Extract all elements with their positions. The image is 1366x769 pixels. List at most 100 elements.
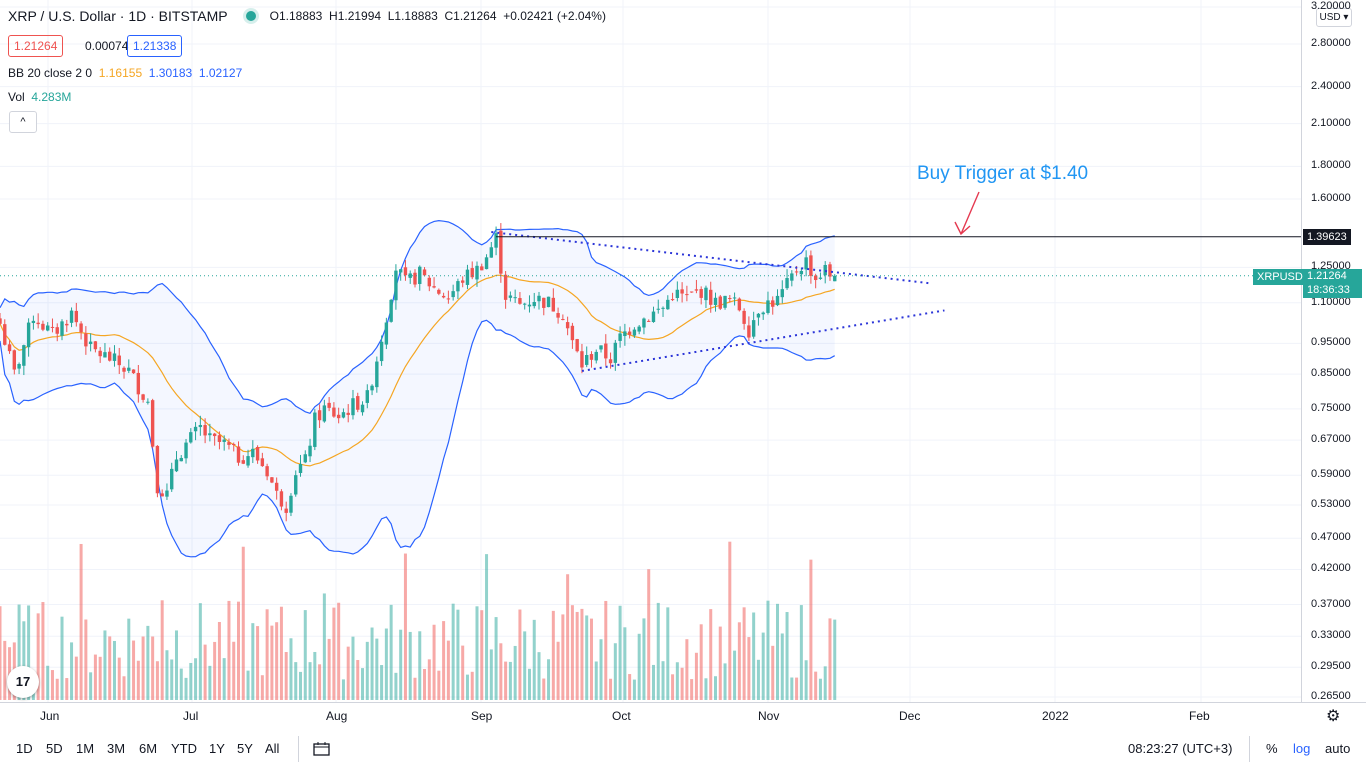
volume-bar: [432, 624, 436, 700]
volume-bar: [804, 660, 808, 700]
volume-bar: [289, 638, 293, 700]
candle-body: [656, 308, 660, 310]
volume-bar: [50, 670, 54, 700]
date-range-icon[interactable]: [313, 741, 331, 760]
candle-body: [432, 286, 436, 288]
candle-body: [546, 296, 551, 308]
candle-body: [680, 289, 684, 294]
candle-body: [451, 291, 455, 298]
bollinger-mid-value: 1.16155: [98, 66, 143, 80]
candle-body: [585, 355, 589, 365]
candle-body: [146, 401, 150, 403]
symbol-tag: XRPUSD: [1253, 269, 1307, 285]
time-label-oct: Oct: [612, 709, 631, 723]
volume-bar: [637, 633, 641, 700]
candle-body: [427, 277, 431, 287]
candle-body: [7, 344, 12, 352]
candle-body: [503, 274, 508, 300]
candle-body: [131, 369, 136, 374]
chart-header: XRP / U.S. Dollar · 1D · BITSTAMP O1.188…: [8, 8, 606, 24]
candle-body: [360, 404, 365, 413]
candle-body: [98, 350, 102, 357]
bollinger-upper-value: 1.30183: [148, 66, 193, 80]
volume-bar: [408, 631, 412, 700]
volume-bar: [709, 609, 713, 700]
candle-body: [799, 270, 804, 275]
candle-body: [666, 299, 670, 310]
candle-body: [532, 301, 536, 307]
volume-bar: [399, 629, 403, 700]
volume-bar: [284, 652, 288, 700]
candle-body: [279, 491, 284, 507]
tradingview-logo[interactable]: 17: [7, 666, 39, 698]
currency-selector[interactable]: USD ▾: [1316, 8, 1352, 27]
volume-bar: [675, 662, 679, 700]
volume-bar: [361, 668, 365, 700]
volume-bar: [733, 650, 737, 700]
candle-body: [189, 432, 193, 443]
candle-body: [36, 322, 40, 325]
volume-bar: [756, 659, 760, 700]
volume-bar: [456, 609, 460, 700]
triangle-upper-trendline: [491, 231, 931, 285]
candle-body: [22, 345, 26, 366]
candle-body: [809, 255, 813, 276]
sell-price-button[interactable]: 1.21264: [8, 35, 64, 57]
candle-body: [84, 333, 88, 347]
volume-bar: [609, 678, 613, 700]
buy-price-button[interactable]: 1.21338: [127, 35, 183, 57]
candle-body: [217, 435, 222, 442]
volume-bar: [508, 661, 512, 700]
candle-body: [270, 477, 274, 483]
candle-body: [818, 277, 823, 279]
candle-body: [489, 247, 494, 258]
auto-scale-button[interactable]: auto: [1325, 741, 1351, 756]
symbol-title[interactable]: XRP / U.S. Dollar · 1D · BITSTAMP: [8, 8, 228, 24]
ohlc-values: O1.18883 H1.21994 L1.18883 C1.21264 +0.0…: [270, 9, 606, 23]
candle-body: [203, 425, 207, 436]
range-5y-button[interactable]: 5Y: [237, 741, 253, 756]
volume-bar: [642, 618, 646, 700]
candle-body: [184, 442, 188, 459]
collapse-legend-button[interactable]: ^: [9, 111, 37, 133]
volume-bar: [260, 675, 264, 700]
time-label-sep: Sep: [471, 709, 493, 723]
range-1m-button[interactable]: 1M: [76, 741, 95, 756]
buy-trigger-annotation[interactable]: Buy Trigger at $1.40: [917, 163, 1089, 184]
price-axis-label: 0.95000: [1311, 336, 1351, 349]
volume-bar: [365, 641, 369, 700]
clock-time[interactable]: 08:23:27 (UTC+3): [1128, 741, 1233, 756]
range-6m-button[interactable]: 6M: [139, 741, 158, 756]
volume-bar: [279, 606, 283, 700]
range-ytd-button[interactable]: YTD: [171, 741, 197, 756]
candle-body: [737, 298, 742, 311]
volume-bar: [537, 652, 541, 700]
volume-bar: [141, 636, 145, 700]
percent-scale-button[interactable]: %: [1266, 741, 1278, 756]
range-1d-button[interactable]: 1D: [16, 741, 33, 756]
candle-body: [589, 354, 594, 360]
gear-icon[interactable]: ⚙: [1326, 708, 1341, 725]
volume-bar: [389, 604, 393, 700]
volume-bar: [752, 612, 756, 700]
candle-body: [637, 326, 641, 332]
volume-bar: [380, 665, 384, 700]
triangle-lower-trendline: [581, 309, 945, 372]
bollinger-legend[interactable]: BB 20 close 2 0 1.16155 1.30183 1.02127: [8, 66, 242, 80]
volume-bar: [437, 670, 441, 700]
price-axis[interactable]: [1301, 0, 1366, 702]
candle-body: [265, 466, 269, 477]
range-1y-button[interactable]: 1Y: [209, 741, 225, 756]
volume-bar: [489, 649, 493, 700]
volume-legend[interactable]: Vol 4.283M: [8, 90, 71, 104]
range-5d-button[interactable]: 5D: [46, 741, 63, 756]
candle-body: [17, 363, 21, 369]
candle-body: [65, 323, 69, 326]
volume-bar: [251, 623, 255, 700]
candle-body: [713, 297, 718, 305]
range-all-button[interactable]: All: [265, 741, 280, 756]
volume-bar: [155, 661, 159, 700]
range-3m-button[interactable]: 3M: [107, 741, 126, 756]
log-scale-button[interactable]: log: [1293, 741, 1311, 756]
